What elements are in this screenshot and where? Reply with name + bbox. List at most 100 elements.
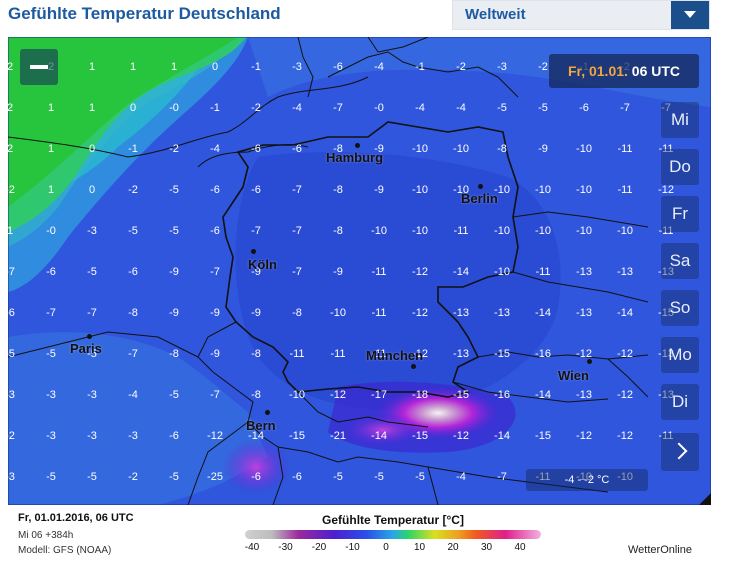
grid-value: -12 <box>453 430 469 442</box>
legend-tick: 0 <box>383 542 389 553</box>
region-select[interactable]: Weltweit <box>452 0 710 30</box>
grid-value: -8 <box>251 348 261 360</box>
grid-value: -8 <box>333 143 343 155</box>
grid-value: -0 <box>46 225 56 237</box>
grid-value: -6 <box>210 184 220 196</box>
grid-value: -10 <box>494 266 510 278</box>
grid-value: -13 <box>494 307 510 319</box>
resize-handle[interactable] <box>699 493 711 505</box>
grid-value: -2 <box>169 143 179 155</box>
model-run: Mi 06 +384h <box>18 530 74 541</box>
grid-value: -3 <box>8 389 15 401</box>
city-label-paris: Paris <box>70 341 102 356</box>
grid-value: 2 <box>8 61 14 73</box>
day-button-so[interactable]: So <box>661 290 699 326</box>
grid-value: -7 <box>661 102 671 114</box>
grid-value: -5 <box>374 471 384 483</box>
grid-value: -11 <box>535 471 551 483</box>
grid-value: -9 <box>251 307 261 319</box>
grid-value: -14 <box>453 266 469 278</box>
grid-value: -12 <box>412 348 428 360</box>
day-button-mi[interactable]: Mi <box>661 102 699 138</box>
grid-value: -4 <box>456 102 466 114</box>
grid-value: 1 <box>47 184 55 196</box>
grid-value: -12 <box>576 430 592 442</box>
grid-value: 2 <box>8 143 14 155</box>
grid-value: -7 <box>128 348 138 360</box>
grid-value: 1 <box>47 102 55 114</box>
city-marker-bern <box>265 410 270 415</box>
grid-value: -8 <box>497 143 507 155</box>
chevron-down-icon[interactable] <box>671 1 709 29</box>
grid-value: -10 <box>412 143 428 155</box>
grid-value: -15 <box>535 430 551 442</box>
grid-value: -8 <box>292 307 302 319</box>
temperature-map[interactable]: 2 2 1 1 1 0 -1 -3 -6 -4 -1 -2 -3 -2 -1 -2 2 1 1 0 -0 -1 -2 -4 -7… <box>8 37 711 505</box>
next-button[interactable] <box>661 433 699 471</box>
grid-value: -3 <box>87 389 97 401</box>
grid-value: -10 <box>371 225 387 237</box>
grid-value: -6 <box>251 143 261 155</box>
page-title: Gefühlte Temperatur Deutschland <box>8 4 281 23</box>
grid-value: -10 <box>576 471 592 483</box>
city-marker-muenchen <box>411 364 416 369</box>
grid-value: 0 <box>88 184 96 196</box>
grid-value: -4 <box>456 471 466 483</box>
city-label-berlin: Berlin <box>461 191 498 206</box>
grid-value: -12 <box>658 184 674 196</box>
grid-value: -6 <box>292 471 302 483</box>
grid-value: -11 <box>371 348 387 360</box>
grid-value: -3 <box>87 430 97 442</box>
grid-value: -10 <box>535 184 551 196</box>
grid-value: -5 <box>87 471 97 483</box>
grid-value: -13 <box>658 389 674 401</box>
grid-value: -6 <box>251 184 261 196</box>
grid-value: -6 <box>210 225 220 237</box>
legend-tick: 30 <box>480 542 493 553</box>
day-button-fr[interactable]: Fr <box>661 196 699 232</box>
grid-value: -5 <box>333 471 343 483</box>
day-button-di[interactable]: Di <box>661 384 699 420</box>
grid-value: -10 <box>494 184 510 196</box>
grid-value: -5 <box>415 471 425 483</box>
day-button-mo[interactable]: Mo <box>661 337 699 373</box>
grid-value: -6 <box>251 471 261 483</box>
grid-value: -5 <box>538 102 548 114</box>
grid-value: -12 <box>412 266 428 278</box>
grid-value: -6 <box>46 266 56 278</box>
legend-tick: 40 <box>514 542 526 553</box>
grid-value: -5 <box>497 102 507 114</box>
grid-value: -10 <box>289 389 305 401</box>
day-button-sa[interactable]: Sa <box>661 243 699 279</box>
grid-value: -1 <box>210 102 220 114</box>
legend-tick: 10 <box>413 542 426 553</box>
grid-value: 1 <box>170 61 178 73</box>
grid-value: -13 <box>658 348 674 360</box>
day-button-do[interactable]: Do <box>661 149 699 185</box>
grid-value: -21 <box>330 430 346 442</box>
grid-value: -15 <box>494 348 510 360</box>
grid-value: -1 <box>128 143 138 155</box>
grid-value: -15 <box>658 307 674 319</box>
city-label-koeln: Köln <box>248 257 277 272</box>
footer-date: Fr, 01.01.2016, 06 UTC <box>18 512 134 524</box>
grid-value: -11 <box>658 143 674 155</box>
city-marker-paris <box>87 334 92 339</box>
grid-value: -14 <box>494 430 510 442</box>
grid-value: -4 <box>128 389 138 401</box>
grid-value: -10 <box>576 225 592 237</box>
legend-color-bar <box>245 530 541 539</box>
grid-value: -12 <box>576 348 592 360</box>
grid-value: -15 <box>289 430 305 442</box>
zoom-out-button[interactable] <box>20 49 58 85</box>
grid-value: -2 <box>8 430 15 442</box>
grid-value: -13 <box>576 307 592 319</box>
city-label-wien: Wien <box>558 368 589 383</box>
grid-value: -6 <box>128 266 138 278</box>
grid-value: -12 <box>617 389 633 401</box>
grid-value: -12 <box>412 307 428 319</box>
grid-value: -5 <box>169 389 179 401</box>
grid-value: -6 <box>169 430 179 442</box>
grid-value: -16 <box>494 389 510 401</box>
grid-value: -5 <box>169 184 179 196</box>
